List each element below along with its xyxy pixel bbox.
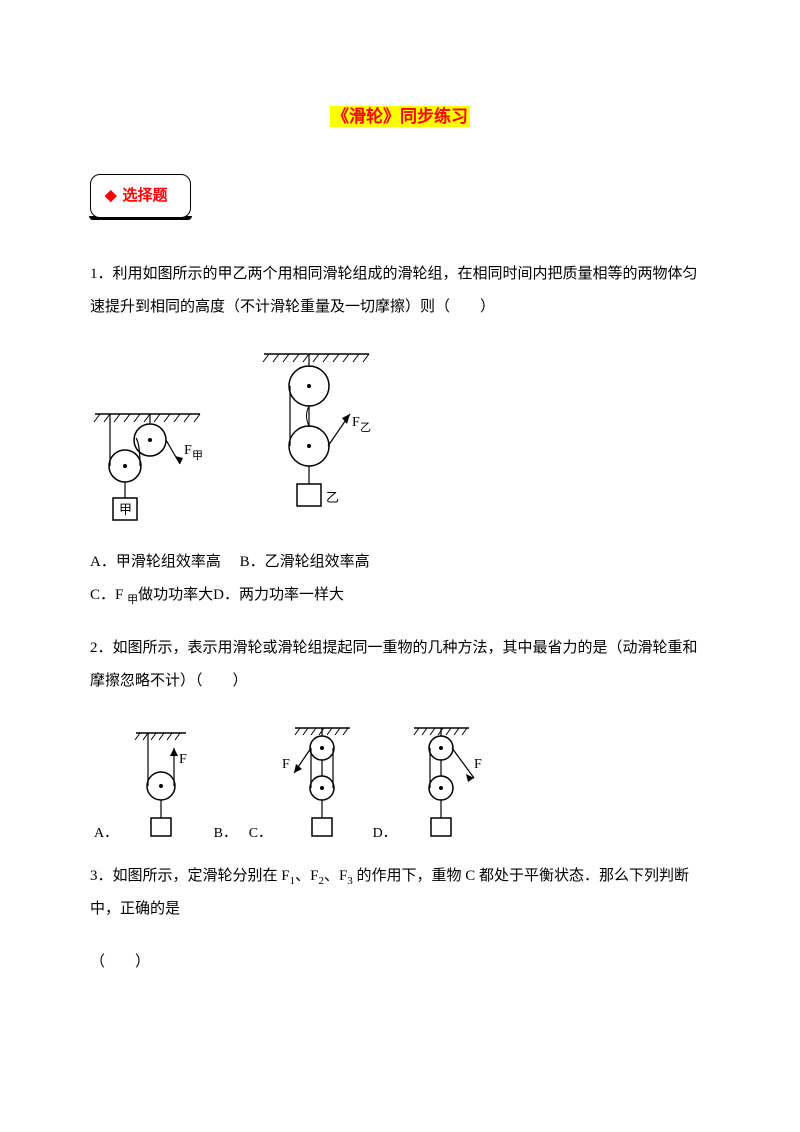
q3-m2: 、F bbox=[324, 868, 347, 884]
q1-option-c-pre: C．F bbox=[90, 587, 127, 603]
q2-diagram-d: F bbox=[404, 718, 494, 848]
q1-option-c-post: 做功功率大 bbox=[138, 587, 213, 603]
q2-label-d: D． bbox=[373, 826, 397, 841]
page-title: 《滑轮》同步练习 bbox=[90, 100, 710, 134]
q1-diagram-yi: F 乙 乙 bbox=[254, 344, 384, 534]
svg-text:F: F bbox=[352, 415, 360, 430]
svg-text:甲: 甲 bbox=[119, 502, 132, 517]
title-text: 《滑轮》同步练习 bbox=[330, 106, 470, 127]
svg-text:乙: 乙 bbox=[326, 490, 339, 505]
svg-text:甲: 甲 bbox=[192, 450, 203, 462]
question-2-figure: A． F B． C． bbox=[90, 718, 710, 848]
q2-diagram-a: F bbox=[126, 718, 206, 848]
question-3-text: 3．如图所示，定滑轮分别在 F1、F2、F3 的作用下，重物 C 都处于平衡状态… bbox=[90, 860, 710, 926]
question-3-paren: （ ） bbox=[90, 946, 710, 979]
svg-text:乙: 乙 bbox=[360, 421, 371, 434]
svg-text:F: F bbox=[184, 443, 192, 458]
question-1-text: 1．利用如图所示的甲乙两个用相同滑轮组成的滑轮组，在相同时间内把质量相等的两物体… bbox=[90, 258, 710, 324]
q1-diagram-jia: F 甲 甲 bbox=[90, 404, 220, 534]
svg-text:F: F bbox=[474, 757, 482, 772]
q1-option-a: A．甲滑轮组效率高 bbox=[90, 554, 221, 570]
question-1-options: A．甲滑轮组效率高 B．乙滑轮组效率高 C．F 甲做功功率大D．两力功率一样大 bbox=[90, 546, 710, 612]
q2-label-c: C． bbox=[249, 826, 272, 841]
svg-text:F: F bbox=[179, 752, 187, 767]
section-label: 选择题 bbox=[123, 188, 168, 204]
svg-text:F: F bbox=[282, 757, 290, 772]
question-1-figure: F 甲 甲 bbox=[90, 344, 710, 534]
q1-option-c-sub: 甲 bbox=[127, 594, 138, 606]
q3-pre: 3．如图所示，定滑轮分别在 F bbox=[90, 868, 290, 884]
q1-option-b: B．乙滑轮组效率高 bbox=[240, 554, 370, 570]
q3-m1: 、F bbox=[295, 868, 318, 884]
q1-option-d: D．两力功率一样大 bbox=[213, 587, 344, 603]
section-badge: ◆ 选择题 bbox=[90, 174, 191, 218]
question-2-text: 2．如图所示，表示用滑轮或滑轮组提起同一重物的几种方法，其中最省力的是（动滑轮重… bbox=[90, 632, 710, 698]
q2-label-a: A． bbox=[94, 826, 118, 841]
diamond-icon: ◆ bbox=[105, 188, 117, 204]
q2-label-b: B． bbox=[214, 826, 237, 841]
worksheet-page: 《滑轮》同步练习 ◆ 选择题 1．利用如图所示的甲乙两个用相同滑轮组成的滑轮组，在… bbox=[0, 0, 800, 1059]
q2-diagram-c: F bbox=[280, 718, 365, 848]
